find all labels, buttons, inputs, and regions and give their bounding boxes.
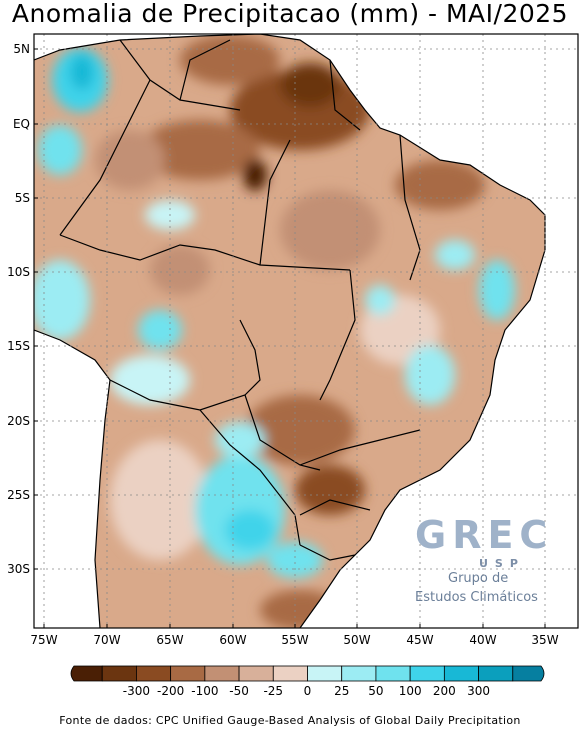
wet-anomaly-coast [479, 260, 515, 320]
longitude-axis: 75W 70W 65W 60W 55W 50W 45W 40W 35W [30, 633, 558, 647]
dry-anomaly-amazon [140, 120, 260, 180]
colorbar-label: -200 [157, 684, 184, 698]
lat-label: 30S [7, 562, 30, 576]
latitude-ticks [34, 48, 38, 570]
lon-label: 75W [30, 633, 57, 647]
latitude-axis: 5N EQ 5S 10S 15S 20S 25S 30S [7, 42, 30, 576]
lon-label: 50W [343, 633, 370, 647]
grec-logo: GREC USP Grupo de Estudos Climáticos [415, 513, 555, 613]
neutral-anomaly-argentina [110, 440, 210, 560]
colorbar-label: -100 [191, 684, 218, 698]
wet-anomaly-colombia-core [70, 54, 94, 90]
lon-label: 35W [531, 633, 558, 647]
lat-label: 20S [7, 414, 30, 428]
colorbar-label: -50 [229, 684, 249, 698]
colorbar-swatch [409, 665, 445, 682]
colorbar-label: 0 [304, 684, 312, 698]
colorbar-swatch [307, 665, 343, 682]
lon-label: 45W [406, 633, 433, 647]
lat-label: 5S [15, 191, 30, 205]
longitude-ticks [43, 624, 546, 628]
colorbar-swatch [478, 665, 514, 682]
lat-label: 15S [7, 339, 30, 353]
colorbar-swatch [238, 665, 274, 682]
colorbar-label: 50 [368, 684, 383, 698]
colorbar-labels: -300 -200 -100 -50 -25 0 25 50 100 200 300 [123, 684, 490, 698]
wet-anomaly-uruguay [267, 542, 323, 578]
colorbar-swatch [101, 665, 137, 682]
grid-lines [34, 34, 578, 628]
anomaly-field [34, 34, 578, 628]
political-borders [34, 34, 546, 628]
colorbar-swatch [443, 665, 479, 682]
dry-anomaly-south [295, 465, 365, 515]
colorbar-swatch [341, 665, 377, 682]
colorbar-swatch [512, 665, 545, 682]
wet-anomaly-paraguay-core [225, 510, 275, 550]
colorbar [70, 665, 545, 682]
data-source-note: Fonte de dados: CPC Unified Gauge-Based … [59, 714, 521, 727]
colorbar-label: -25 [263, 684, 283, 698]
wet-anomaly-chaco [110, 355, 190, 405]
wet-anomaly-goias [365, 285, 395, 315]
dry-anomaly-bolivia [150, 245, 210, 295]
wet-anomaly-bolivia [138, 310, 182, 350]
colorbar-swatch [272, 665, 308, 682]
lat-label: 25S [7, 488, 30, 502]
lat-label: 5N [13, 42, 30, 56]
lat-label: EQ [13, 117, 30, 131]
map-frame [33, 33, 579, 629]
map-title: Anomalia de Precipitacao (mm) - MAI/2025 [11, 0, 569, 28]
wet-anomaly-piaui [435, 240, 475, 270]
colorbar-swatch [170, 665, 206, 682]
lon-label: 55W [281, 633, 308, 647]
colorbar-label: -300 [123, 684, 150, 698]
dry-anomaly-guiana [180, 35, 280, 85]
colorbar-label: 300 [467, 684, 490, 698]
dry-anomaly-southeast [245, 395, 355, 465]
wet-anomaly-peru [34, 260, 90, 340]
dry-anomaly-west [95, 130, 165, 190]
colorbar-label: 25 [334, 684, 349, 698]
lon-label: 70W [93, 633, 120, 647]
colorbar-swatch [375, 665, 411, 682]
colorbar-swatch [70, 665, 103, 682]
wet-anomaly-bahia [405, 345, 455, 405]
wet-anomaly-mato-grosso [215, 422, 265, 458]
logo-subtitle-line2: Estudos Climáticos [415, 590, 538, 605]
wet-anomaly-ecuador [38, 125, 82, 175]
lat-label: 10S [7, 265, 30, 279]
wet-anomaly-paraguay [195, 455, 285, 565]
dry-anomaly-spot [243, 159, 267, 191]
logo-subtitle-line1: Grupo de [448, 571, 509, 586]
lon-label: 60W [219, 633, 246, 647]
colorbar-label: 100 [399, 684, 422, 698]
colorbar-swatch [204, 665, 240, 682]
colorbar-label: 200 [433, 684, 456, 698]
colorbar-swatch [136, 665, 172, 682]
ocean-mask [34, 34, 578, 628]
lon-label: 65W [156, 633, 183, 647]
logo-usp: USP [479, 557, 525, 570]
lon-label: 40W [469, 633, 496, 647]
dry-anomaly-northeast [395, 160, 485, 210]
logo-wordmark: GREC [415, 513, 554, 557]
dry-anomaly-central [280, 190, 380, 270]
